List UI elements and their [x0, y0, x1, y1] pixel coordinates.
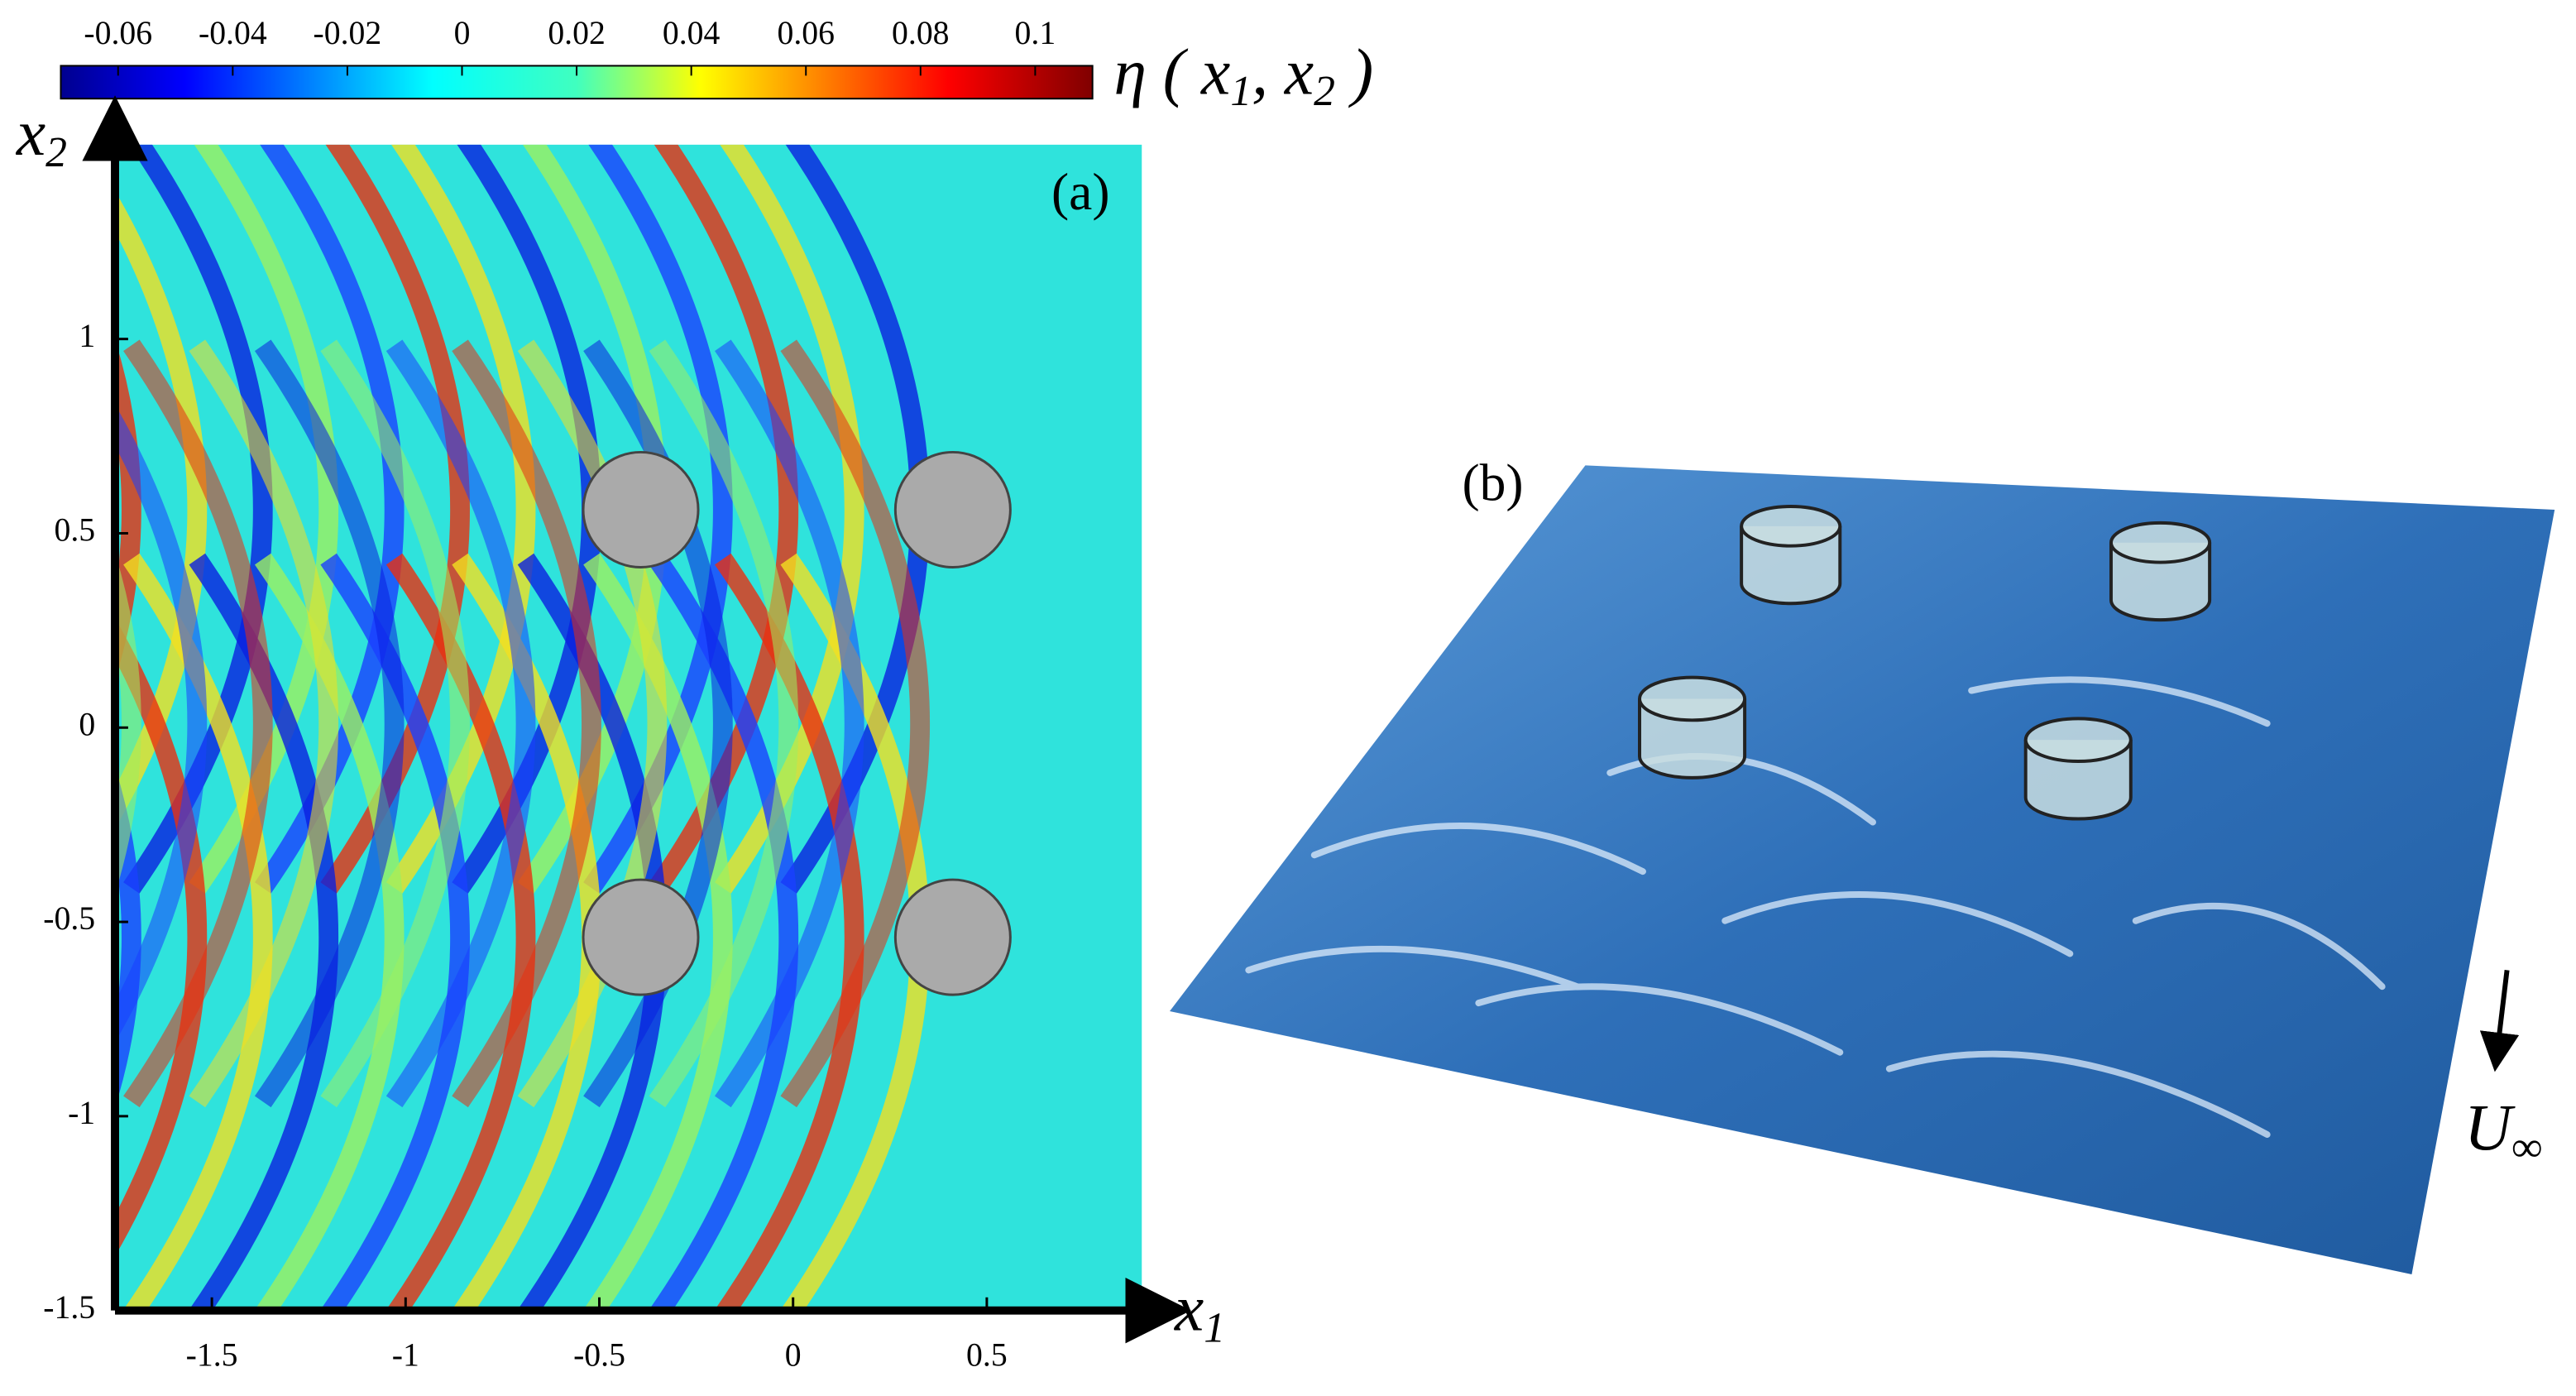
wave-crest [517, 339, 668, 1108]
colorbar-label: η ( x1, x2 ) [1113, 36, 1373, 116]
wave-crest [115, 553, 141, 895]
y-tick-label: -1 [68, 1095, 95, 1131]
cylinders-3d [1638, 505, 2212, 821]
wave-crest [0, 345, 65, 1101]
colorbar-tick-label: 0.08 [892, 15, 949, 51]
colorbar-tick-label: 0.1 [1015, 15, 1056, 51]
wave-crest [115, 339, 141, 680]
wave-crest [115, 404, 208, 1043]
y-tick-label: 0.5 [55, 512, 96, 549]
subscript: ∞ [2511, 1124, 2542, 1171]
panel-label: (a) [1051, 162, 1110, 221]
surface-panel [1170, 465, 2555, 1274]
y-tick-label: -1.5 [43, 1289, 95, 1326]
subscript: 1 [1230, 68, 1252, 115]
label-part: U [2464, 1091, 2516, 1164]
colorbar-tick-label: -0.06 [84, 15, 152, 51]
subscript: 2 [45, 129, 67, 176]
colorbar-tick-label: 0.02 [548, 15, 605, 51]
cylinder [893, 450, 1012, 569]
subscript: 1 [1204, 1304, 1225, 1351]
wave-crest [254, 339, 405, 1108]
label-part: , x [1252, 36, 1314, 109]
cylinders [582, 450, 1012, 996]
cylinder [582, 450, 700, 569]
wave-crest [123, 339, 273, 1108]
wave-crest [0, 559, 65, 1316]
wave-crest [385, 339, 536, 1108]
subscript: 2 [1314, 68, 1335, 115]
panel-label: (b) [1463, 453, 1524, 512]
x-tick-label: 0 [785, 1336, 802, 1373]
colorbar-tick-label: -0.04 [199, 15, 267, 51]
y-tick-label: 0 [79, 706, 95, 742]
cylinder [893, 878, 1012, 996]
x-tick-label: 0.5 [966, 1336, 1008, 1373]
x-axis-label: x1 [1174, 1273, 1225, 1352]
x-tick-label: -1.5 [186, 1336, 238, 1373]
label-part: ) [1335, 36, 1373, 109]
colorbar-tick-label: 0 [454, 15, 471, 51]
flow-arrow [2479, 970, 2520, 1072]
label-part: x [16, 97, 45, 170]
colorbar-tick-label: -0.02 [314, 15, 382, 51]
y-tick-label: -0.5 [43, 900, 95, 937]
water-surface [1170, 465, 2555, 1274]
wave-crest [715, 339, 864, 1108]
label-part: η ( x [1113, 36, 1230, 109]
wave-crest [452, 339, 601, 1108]
x-tick-label: -0.5 [573, 1336, 625, 1373]
wave-crest [780, 339, 930, 1108]
y-axis-label: x2 [16, 97, 67, 176]
flow-label: U∞ [2464, 1091, 2542, 1171]
y-tick-label: 1 [79, 318, 95, 354]
wave-pattern [0, 132, 930, 1316]
wave-crest [320, 339, 470, 1108]
colorbar-tick-label: 0.04 [663, 15, 721, 51]
wave-crest [189, 339, 338, 1108]
label-part: x [1174, 1273, 1204, 1346]
cylinder [582, 878, 700, 996]
wave-crest [0, 132, 65, 888]
colorbar-tick-label: 0.06 [777, 15, 834, 51]
x-tick-label: -1 [392, 1336, 419, 1373]
wave-crest [649, 339, 799, 1108]
wave-crest [115, 766, 141, 1108]
